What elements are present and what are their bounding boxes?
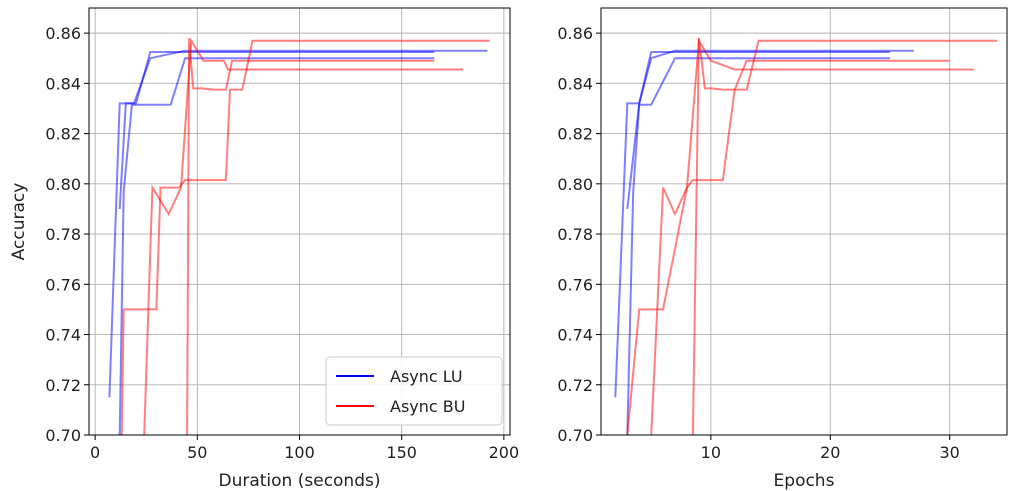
y-tick-label: 0.70 xyxy=(557,426,593,445)
y-tick-label: 0.72 xyxy=(557,376,593,395)
x-tick-label: 0 xyxy=(90,443,100,462)
y-tick-label: 0.82 xyxy=(45,125,81,144)
y-tick-label: 0.74 xyxy=(557,326,593,345)
async-lu-series-line xyxy=(118,49,488,209)
x-tick-label: 30 xyxy=(940,443,960,462)
y-tick-label: 0.86 xyxy=(45,24,81,43)
y-tick-label: 0.78 xyxy=(557,225,593,244)
async-bu-series-line xyxy=(143,37,463,435)
plot-epochs: 10 20 30 0.70 0.72 0.74 0.76 0.78 0.80 0.82 0.84 0.… xyxy=(557,7,1008,491)
async-lu-series-line xyxy=(118,57,435,435)
legend: Async LU Async BU xyxy=(325,356,503,426)
axes-frame xyxy=(600,7,1008,436)
x-tick-label: 200 xyxy=(489,443,520,462)
async-lu-series-line xyxy=(614,51,890,398)
x-tick-label: 100 xyxy=(284,443,315,462)
y-tick-label: 0.74 xyxy=(45,326,81,345)
y-tick-label: 0.78 xyxy=(45,225,81,244)
legend-label: Async LU xyxy=(390,367,463,386)
async-bu-series-line xyxy=(691,37,950,435)
series-group xyxy=(614,37,998,435)
async-bu-series-line xyxy=(186,38,435,435)
x-tick-label: 10 xyxy=(701,443,721,462)
x-axis-label: Duration (seconds) xyxy=(219,471,381,491)
x-tick-label: 20 xyxy=(820,443,840,462)
async-bu-series-line xyxy=(120,39,490,435)
legend-label: Async BU xyxy=(390,397,465,416)
plot-duration: 0 50 100 150 200 0.70 0.72 0.74 0.76 0.78 0.80 0.82… xyxy=(9,7,520,491)
y-tick-label: 0.70 xyxy=(45,426,81,445)
async-bu-series-line xyxy=(650,37,974,435)
async-lu-series-line xyxy=(626,49,914,210)
y-axis-label: Accuracy xyxy=(9,183,29,261)
legend-box xyxy=(325,356,503,426)
y-tick-label: 0.84 xyxy=(557,74,593,93)
y-tick-label: 0.76 xyxy=(45,275,81,294)
async-lu-series-line xyxy=(626,57,890,435)
y-tick-label: 0.80 xyxy=(45,175,81,194)
y-tick-label: 0.76 xyxy=(557,275,593,294)
async-bu-series-line xyxy=(626,39,998,435)
y-tick-label: 0.80 xyxy=(557,175,593,194)
series-group xyxy=(108,37,490,435)
x-tick-label: 50 xyxy=(187,443,207,462)
y-tick-label: 0.72 xyxy=(45,376,81,395)
x-axis-label: Epochs xyxy=(774,471,835,491)
y-tick-label: 0.82 xyxy=(557,125,593,144)
y-tick-label: 0.86 xyxy=(557,24,593,43)
y-tick-label: 0.84 xyxy=(45,74,81,93)
x-tick-label: 150 xyxy=(386,443,417,462)
